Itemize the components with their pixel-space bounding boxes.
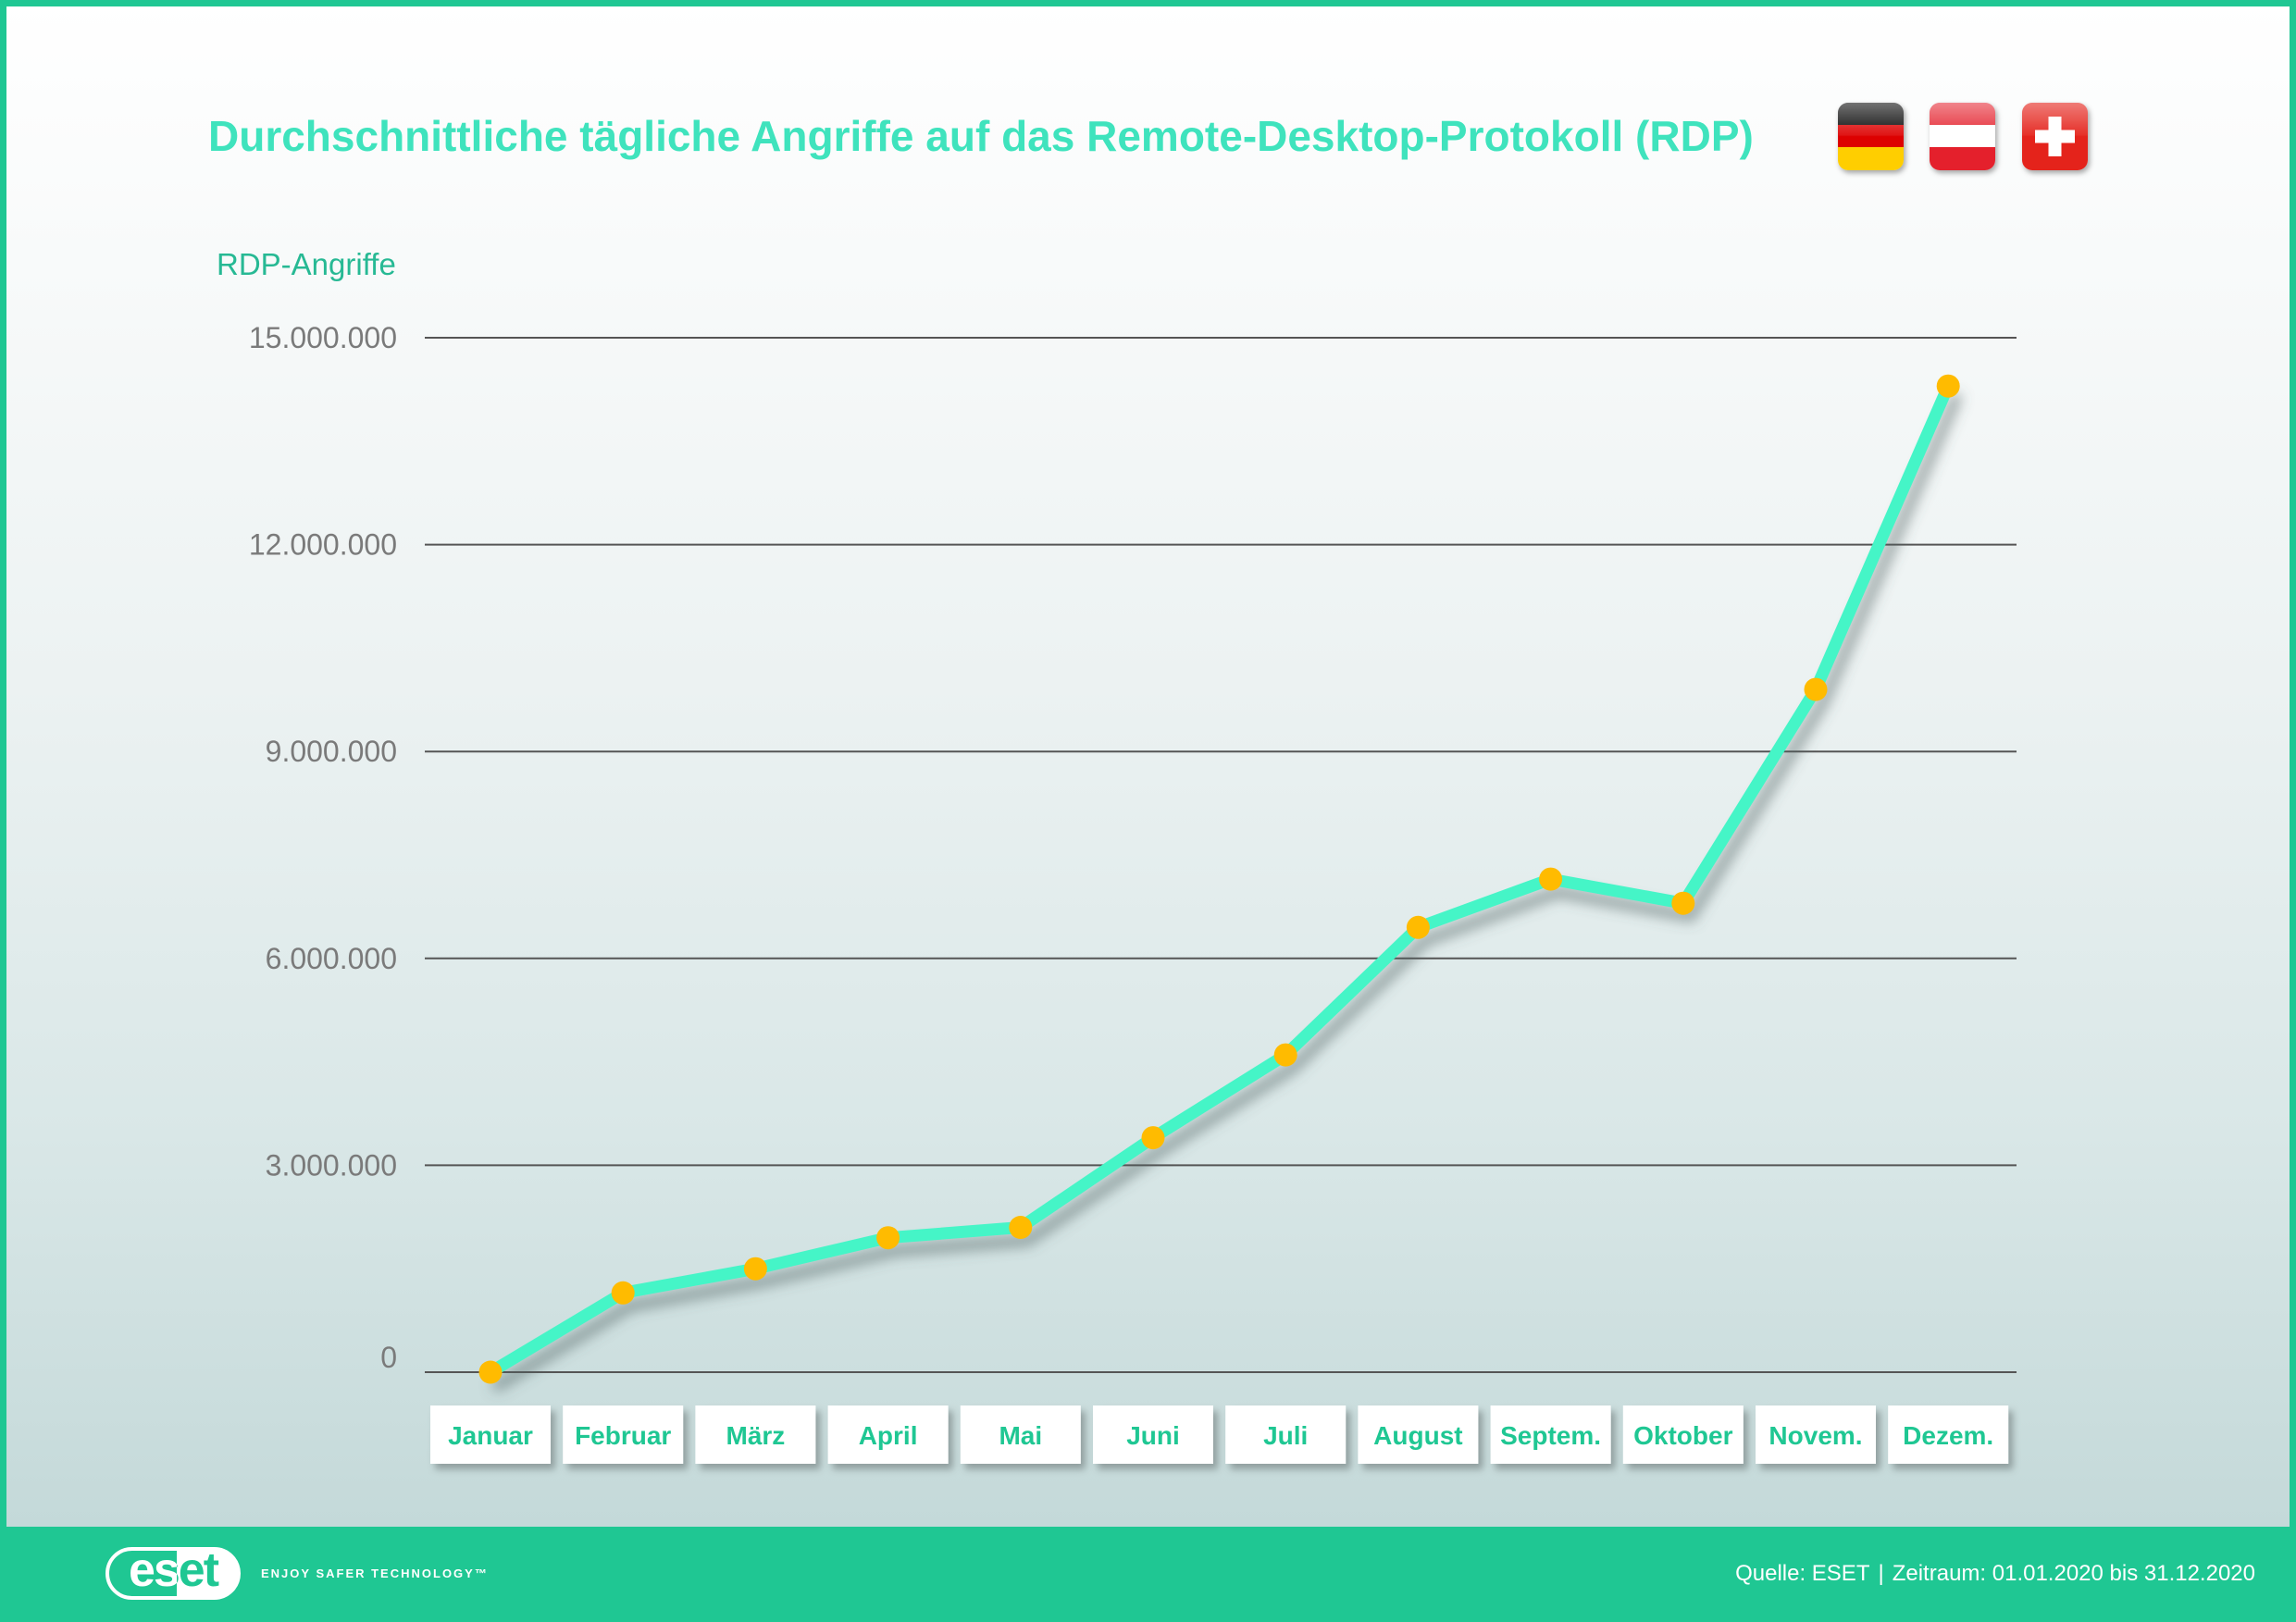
y-tick-label: 15.000.000 [249, 321, 397, 354]
eset-logo: eset [105, 1547, 241, 1600]
series-line-shadow [491, 392, 1962, 1392]
category-box-background [1093, 1405, 1213, 1464]
category-box: Novem. [1756, 1405, 1876, 1464]
tagline: ENJOY SAFER TECHNOLOGY™ [261, 1566, 489, 1580]
category-box: August [1358, 1405, 1479, 1464]
data-point [1671, 891, 1695, 915]
x-tick-label: Februar [575, 1421, 671, 1450]
footer-bar: eset ENJOY SAFER TECHNOLOGY™ Quelle: ESE… [0, 1527, 2296, 1622]
period-label: Zeitraum: 01.01.2020 bis 31.12.2020 [1892, 1561, 2255, 1586]
category-box-background [960, 1405, 1081, 1464]
x-tick-label: Januar [448, 1421, 533, 1450]
data-point [1539, 867, 1563, 891]
eset-logo-text: eset [109, 1551, 237, 1594]
y-tick-label: 3.000.000 [266, 1148, 397, 1182]
x-tick-label: Dezem. [1903, 1421, 1993, 1450]
data-point [478, 1360, 503, 1384]
category-box: Juli [1225, 1405, 1347, 1464]
data-point [743, 1257, 767, 1281]
category-box: Februar [563, 1405, 684, 1464]
x-tick-label: Septem. [1500, 1421, 1601, 1450]
x-tick-label: Oktober [1633, 1421, 1732, 1450]
category-box-background [1756, 1405, 1876, 1464]
category-box: April [827, 1405, 949, 1464]
category-box: Septem. [1490, 1405, 1611, 1464]
chart-title: Durchschnittliche tägliche Angriffe auf … [208, 112, 1754, 160]
category-box: Mai [960, 1405, 1081, 1464]
category-box-background [695, 1405, 816, 1464]
data-point [611, 1281, 635, 1305]
category-box: März [695, 1405, 816, 1464]
series-line [484, 379, 1955, 1379]
category-box-background [563, 1405, 684, 1464]
category-box-background [430, 1405, 551, 1464]
data-points [478, 374, 1960, 1384]
y-axis-gridlines: 0 3.000.000 6.000.000 9.000.000 12.000.000 15… [249, 321, 2017, 1374]
x-tick-label: April [859, 1421, 918, 1450]
germany-flag-icon [1838, 103, 1904, 170]
data-point [876, 1226, 900, 1250]
y-tick-label: 0 [380, 1341, 397, 1374]
category-box-background [1490, 1405, 1611, 1464]
line-chart: 0 3.000.000 6.000.000 9.000.000 12.000.000 15… [249, 321, 2017, 1464]
source-label: Quelle: ESET [1735, 1561, 1870, 1586]
data-point [1273, 1043, 1297, 1067]
data-point [1804, 677, 1828, 701]
data-point [1936, 374, 1960, 398]
source-note: Quelle: ESET | Zeitraum: 01.01.2020 bis 31… [1735, 1560, 2255, 1588]
y-tick-label: 6.000.000 [266, 942, 397, 975]
y-tick-label: 12.000.000 [249, 528, 397, 562]
category-box: Januar [430, 1405, 551, 1464]
y-axis-label: RDP-Angriffe [217, 247, 396, 281]
x-tick-label: Novem. [1769, 1421, 1862, 1450]
data-point [1009, 1216, 1033, 1239]
x-tick-label: Juni [1126, 1421, 1180, 1450]
x-axis-categories: Januar Februar März April Mai Juni Juli August S… [430, 1405, 2009, 1464]
x-tick-label: Juli [1263, 1421, 1308, 1450]
data-point [1406, 915, 1430, 939]
x-tick-label: März [726, 1421, 786, 1450]
category-box: Oktober [1622, 1405, 1744, 1464]
austria-flag-icon [1930, 103, 1995, 170]
y-tick-label: 9.000.000 [266, 735, 397, 768]
x-tick-label: Mai [999, 1421, 1042, 1450]
category-box-background [1622, 1405, 1744, 1464]
category-box: Dezem. [1888, 1405, 2009, 1464]
x-tick-label: August [1373, 1421, 1462, 1450]
switzerland-flag-icon [2022, 103, 2088, 170]
category-box: Juni [1093, 1405, 1213, 1464]
category-box-background [1358, 1405, 1479, 1464]
category-box-background [1225, 1405, 1347, 1464]
category-box-background [827, 1405, 949, 1464]
separator: | [1878, 1561, 1884, 1586]
category-box-background [1888, 1405, 2009, 1464]
data-point [1141, 1126, 1165, 1150]
